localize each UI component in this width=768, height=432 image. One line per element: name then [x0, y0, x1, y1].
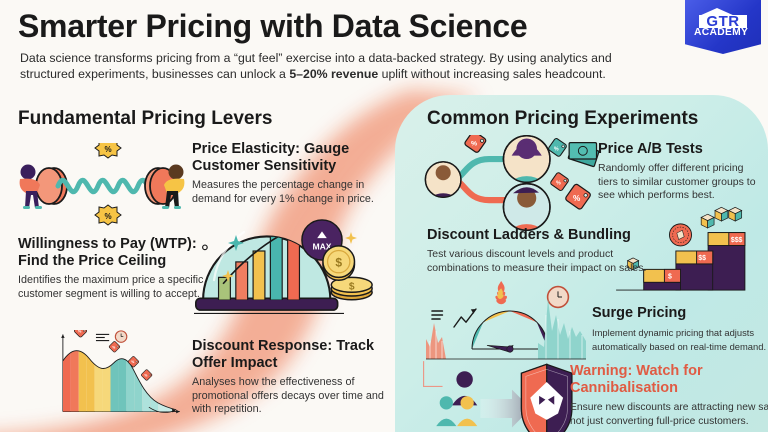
svg-text:%: %	[78, 330, 82, 334]
svg-text:$: $	[349, 282, 355, 293]
svg-text:%: %	[131, 360, 134, 364]
svg-text:$: $	[335, 255, 342, 269]
svg-text:%: %	[556, 181, 561, 187]
svg-text:%: %	[104, 212, 111, 221]
svg-text:%: %	[144, 373, 147, 377]
svg-text:$$$: $$$	[731, 237, 743, 244]
svg-text:%: %	[112, 345, 115, 349]
svg-text:%: %	[554, 146, 559, 152]
svg-text:%: %	[471, 140, 477, 147]
svg-text:%: %	[573, 194, 581, 203]
svg-text:$$: $$	[698, 255, 706, 262]
svg-text:%: %	[104, 145, 111, 154]
